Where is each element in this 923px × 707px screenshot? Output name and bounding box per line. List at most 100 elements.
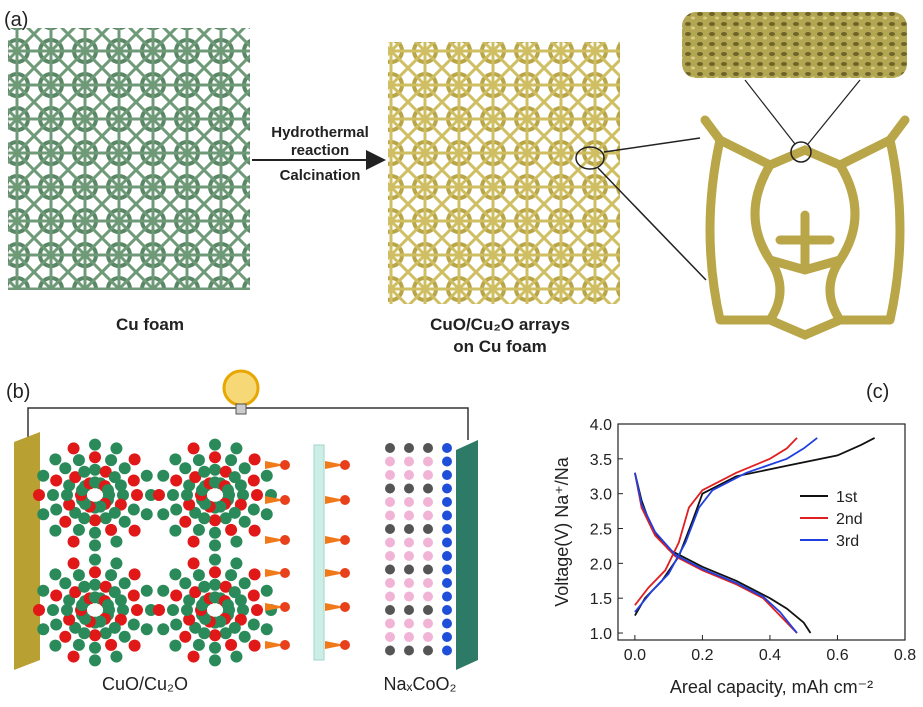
wire <box>27 407 469 440</box>
atom <box>118 462 131 475</box>
atom <box>442 483 452 494</box>
atom <box>198 465 211 478</box>
y-tick-label: 4.0 <box>590 417 612 434</box>
atom <box>59 462 72 475</box>
atom <box>89 629 101 642</box>
atom <box>442 578 452 588</box>
coated-foam <box>388 42 620 304</box>
atom <box>89 566 101 579</box>
ion-trail <box>265 496 285 504</box>
ion <box>340 535 350 545</box>
atom <box>114 613 127 626</box>
atom <box>37 584 50 597</box>
atom <box>248 524 261 537</box>
atom <box>192 569 205 582</box>
atom <box>183 479 196 492</box>
atom <box>404 456 414 467</box>
atom <box>49 639 62 652</box>
atom <box>72 569 85 582</box>
atom <box>37 508 50 521</box>
atom <box>385 618 395 629</box>
atom <box>385 537 395 548</box>
atom <box>209 566 221 579</box>
ion-trail <box>325 569 345 577</box>
atom <box>170 589 183 602</box>
atom <box>230 557 243 570</box>
atom <box>63 613 76 626</box>
atom <box>248 568 261 581</box>
atom <box>442 564 452 575</box>
atom <box>110 557 123 570</box>
atom <box>404 632 414 642</box>
atom <box>189 586 202 599</box>
atom <box>209 578 221 591</box>
atom <box>101 599 114 612</box>
atom <box>234 479 247 492</box>
atom <box>251 604 263 616</box>
atom <box>423 564 433 575</box>
y-tick-label: 2.5 <box>590 522 612 539</box>
atom <box>140 469 153 482</box>
atom <box>89 526 101 539</box>
atom <box>128 639 141 652</box>
anode-label: CuO/Cu₂O <box>102 674 188 694</box>
atom <box>228 506 241 519</box>
atom <box>118 577 131 590</box>
atom <box>442 443 452 453</box>
atom <box>63 498 76 511</box>
atom <box>192 523 205 536</box>
atom <box>404 578 414 588</box>
caption: on Cu foam <box>453 337 547 356</box>
atom <box>128 453 141 466</box>
atom <box>105 454 118 467</box>
atom <box>404 483 414 494</box>
atom <box>247 474 260 487</box>
atom <box>247 618 260 631</box>
atom <box>61 489 73 501</box>
cathode-collector <box>456 440 478 670</box>
atom <box>187 535 200 548</box>
atom <box>423 443 433 453</box>
y-tick-label: 1.0 <box>590 626 612 643</box>
atom <box>179 462 192 475</box>
atom <box>117 489 129 501</box>
atom <box>423 618 433 629</box>
atom <box>385 564 395 575</box>
atom <box>108 506 121 519</box>
atom <box>209 514 221 527</box>
atom <box>179 577 192 590</box>
atom <box>33 489 45 501</box>
atom <box>140 584 153 597</box>
x-tick-label: 0.2 <box>691 647 713 664</box>
atom <box>72 454 85 467</box>
atom <box>385 591 395 602</box>
series-line <box>634 437 818 634</box>
y-tick-label: 3.0 <box>590 487 612 504</box>
atom <box>63 479 76 492</box>
atom <box>260 584 273 597</box>
atom <box>219 512 232 525</box>
atom <box>78 512 91 525</box>
atom <box>128 568 141 581</box>
atom <box>423 632 433 642</box>
atom <box>89 578 101 591</box>
atom <box>385 456 395 467</box>
atom <box>225 454 238 467</box>
atom <box>423 497 433 507</box>
atom <box>230 535 243 548</box>
x-tick-label: 0.6 <box>826 647 848 664</box>
atom <box>230 442 243 455</box>
atom <box>442 591 452 602</box>
ion <box>340 568 350 578</box>
atom <box>209 553 221 566</box>
atom <box>167 489 179 501</box>
atom <box>69 506 82 519</box>
atom <box>260 508 273 521</box>
atom <box>118 515 131 528</box>
atom <box>228 586 241 599</box>
y-tick-label: 3.5 <box>590 452 612 469</box>
ion-trail <box>265 536 285 544</box>
atom <box>209 451 221 464</box>
atom <box>169 453 182 466</box>
atom <box>404 524 414 534</box>
